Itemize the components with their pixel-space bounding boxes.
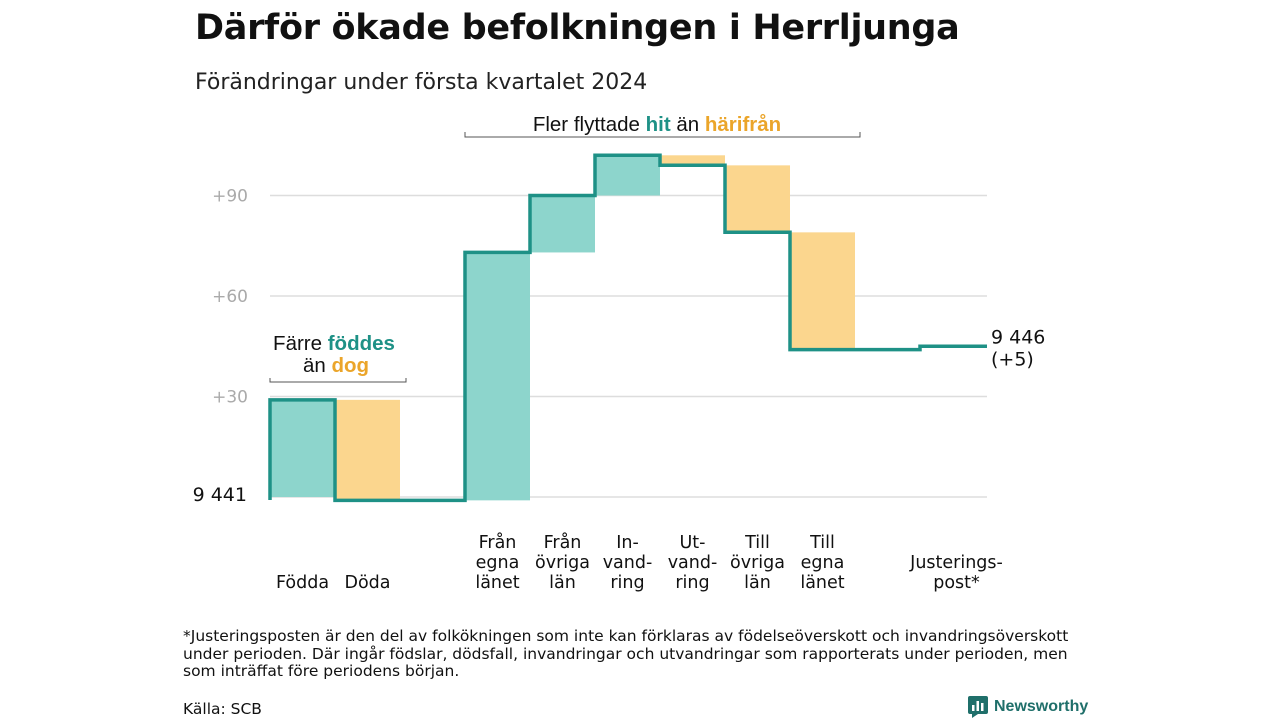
y-tick-label: +90: [212, 187, 248, 207]
category-label: egna: [476, 553, 520, 573]
category-label: Födda: [276, 573, 329, 593]
end-change-label: (+5): [991, 348, 1034, 370]
category-label: Från: [544, 532, 582, 553]
start-value-label: 9 441: [193, 484, 247, 506]
waterfall-bar: [791, 232, 855, 350]
annotation-births-deaths-line2: än dog: [303, 354, 369, 377]
category-label: ring: [675, 573, 709, 593]
category-label: vand-: [603, 553, 653, 573]
source-label: Källa: SCB: [183, 700, 262, 718]
cumulative-step-line: [268, 153, 987, 503]
category-label: övriga: [535, 553, 590, 573]
y-tick-label: +60: [212, 287, 248, 307]
category-label: post*: [933, 573, 980, 593]
waterfall-bar: [466, 252, 530, 501]
category-label: vand-: [668, 553, 718, 573]
category-label: Till: [809, 533, 835, 553]
category-label: län: [549, 573, 576, 593]
category-label: länet: [800, 573, 844, 593]
category-label: Justerings-: [909, 553, 1003, 573]
waterfall-bar: [661, 155, 725, 166]
category-label: Döda: [344, 573, 390, 593]
waterfall-bar: [271, 399, 335, 497]
chart-subtitle: Förändringar under första kvartalet 2024: [195, 70, 648, 95]
waterfall-bar: [726, 165, 790, 233]
y-tick-label: +30: [212, 388, 248, 408]
category-label: In-: [616, 533, 639, 553]
chart-title: Därför ökade befolkningen i Herrljunga: [195, 8, 960, 48]
category-label: ring: [610, 573, 644, 593]
category-label: övriga: [730, 553, 785, 573]
annotation-migration: Fler flyttade hit än härifrån: [533, 113, 781, 136]
waterfall-bar: [596, 155, 660, 196]
category-label: Ut-: [680, 533, 706, 553]
annotation-bracket-left: [269, 378, 407, 383]
footnote: *Justeringsposten är den del av folkökni…: [183, 627, 1069, 680]
waterfall-bar: [531, 195, 595, 253]
category-label: länet: [475, 573, 519, 593]
newsworthy-logo: Newsworthy: [968, 696, 1088, 718]
logo-text: Newsworthy: [994, 698, 1089, 715]
category-label: län: [744, 573, 771, 593]
end-value-label: 9 446: [991, 326, 1045, 348]
category-label: Till: [744, 533, 770, 553]
waterfall-bar: [336, 399, 400, 501]
newsworthy-logo-icon: [968, 696, 988, 718]
annotation-births-deaths-line1: Färre föddes: [273, 332, 395, 355]
annotation-bracket-top: [464, 132, 861, 138]
category-label: Från: [479, 532, 517, 553]
category-label: egna: [801, 553, 845, 573]
